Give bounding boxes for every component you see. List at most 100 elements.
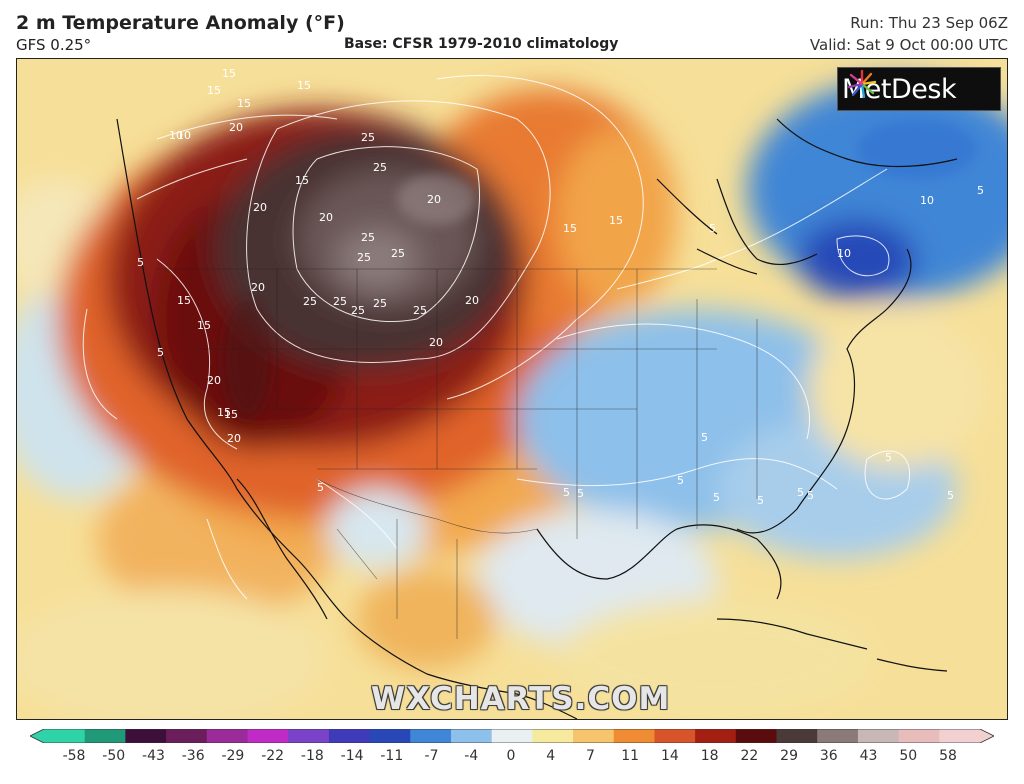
colorbar-segment <box>125 729 167 743</box>
contour-label: 25 <box>333 295 347 308</box>
colorbar-tick-label: -50 <box>102 748 126 764</box>
contour-label: 5 <box>317 481 324 494</box>
colorbar-tick-label: 22 <box>740 748 759 764</box>
contour-label: 15 <box>563 222 577 235</box>
contour-label: 25 <box>373 161 387 174</box>
contour-label: 25 <box>303 295 317 308</box>
colorbar-tick-label: 7 <box>585 748 595 764</box>
contour-label: 25 <box>357 251 371 264</box>
colorbar-segment <box>532 729 574 743</box>
colorbar-segment <box>166 729 208 743</box>
colorbar-tick-label: -29 <box>221 748 245 764</box>
colorbar-tick-label: -58 <box>62 748 86 764</box>
contour-label: 5 <box>563 486 570 499</box>
valid-time: Valid: Sat 9 Oct 00:00 UTC <box>809 36 1008 54</box>
colorbar-segment <box>613 729 655 743</box>
contour-label: 15 <box>207 84 221 97</box>
contour-label: 25 <box>361 131 375 144</box>
colorbar-tick-label: 18 <box>700 748 719 764</box>
colorbar-segment <box>573 729 615 743</box>
model-label: GFS 0.25° <box>16 36 92 54</box>
contour-label: 5 <box>157 346 164 359</box>
contour-label: 15 <box>237 97 251 110</box>
contour-label: 5 <box>713 491 720 504</box>
colorbar-segment <box>84 729 126 743</box>
contour-label: 20 <box>207 374 221 387</box>
contour-label: 20 <box>227 432 241 445</box>
contour-label: 10 <box>177 129 191 142</box>
colorbar-max-arrow <box>980 729 994 743</box>
contour-label: 15 <box>297 79 311 92</box>
contour-label: 25 <box>351 304 365 317</box>
colorbar <box>30 729 994 743</box>
colorbar-segment <box>206 729 248 743</box>
colorbar-tick-label: -18 <box>300 748 324 764</box>
colorbar-segment <box>247 729 289 743</box>
contour-label: 5 <box>797 486 804 499</box>
colorbar-segment <box>735 729 778 743</box>
contour-label: 5 <box>947 489 954 502</box>
contour-label: 5 <box>757 494 764 507</box>
contour-label: 5 <box>577 487 584 500</box>
contour-label: 15 <box>197 319 211 332</box>
contour-label: 5 <box>137 256 144 269</box>
contour-label: 10 <box>837 247 851 260</box>
contour-label: 15 <box>222 67 236 80</box>
colorbar-ticks: -58 -50 -43 -36 -29 -22 -18 -14 -11 -7 -4 0 4 7 11 14 18… <box>0 748 1024 772</box>
colorbar-min-arrow <box>30 729 44 743</box>
contour-label: 25 <box>413 304 427 317</box>
contour-label: 5 <box>977 184 984 197</box>
colorbar-segment <box>898 729 940 743</box>
colorbar-segment <box>491 729 533 743</box>
colorbar-tick-label: -22 <box>261 748 285 764</box>
wxcharts-watermark: WXCHARTS.COM <box>371 681 671 717</box>
contour-label: 20 <box>427 193 441 206</box>
colorbar-tick-label: 43 <box>859 748 878 764</box>
contour-label: 5 <box>677 474 684 487</box>
colorbar-tick-label: -43 <box>142 748 165 764</box>
colorbar-tick-label: 36 <box>819 748 838 764</box>
colorbar-tick-label: -11 <box>380 748 404 764</box>
colorbar-segment <box>450 729 493 743</box>
colorbar-tick-label: -14 <box>340 748 364 764</box>
contour-label: 5 <box>701 431 708 444</box>
contour-label: 10 <box>920 194 934 207</box>
colorbar-tick-label: 58 <box>939 748 957 764</box>
colorbar-tick-label: 11 <box>621 748 640 764</box>
colorbar-segment <box>328 729 371 743</box>
colorbar-segment <box>939 729 981 743</box>
colorbar-tick-label: -7 <box>424 748 439 764</box>
contour-label: 20 <box>251 281 265 294</box>
colorbar-segment <box>857 729 900 743</box>
colorbar-tick-label: 0 <box>506 748 516 764</box>
contour-label: 15 <box>609 214 623 227</box>
metdesk-starburst-icon <box>847 69 877 99</box>
contour-label: 25 <box>391 247 405 260</box>
colorbar-segment <box>695 729 737 743</box>
contour-label: 15 <box>295 174 309 187</box>
metdesk-logo: MetDesk <box>837 67 1001 111</box>
contour-label: 20 <box>253 201 267 214</box>
contour-label: 20 <box>429 336 443 349</box>
colorbar-tick-label: 14 <box>660 748 679 764</box>
contour-label: 10 <box>169 129 183 142</box>
colorbar-segment <box>44 729 86 743</box>
contour-label: 5 <box>807 489 814 502</box>
contour-label: 15 <box>177 294 191 307</box>
colorbar-segment <box>288 729 330 743</box>
contour-label: 20 <box>465 294 479 307</box>
contour-label: 5 <box>885 451 892 464</box>
contour-label: 5 <box>709 222 716 235</box>
contour-label: 25 <box>361 231 375 244</box>
colorbar-segment <box>410 729 452 743</box>
colorbar-segment <box>776 729 818 743</box>
chart-title: 2 m Temperature Anomaly (°F) <box>16 12 345 34</box>
colorbar-tick-label: 50 <box>899 748 918 764</box>
run-time: Run: Thu 23 Sep 06Z <box>850 14 1008 32</box>
contour-label: 25 <box>373 297 387 310</box>
colorbar-segment <box>654 729 696 743</box>
colorbar-tick-label: -4 <box>464 748 479 764</box>
colorbar-tick-label: 4 <box>546 748 556 764</box>
climatology-base-label: Base: CFSR 1979-2010 climatology <box>344 36 619 52</box>
anomaly-map: 15 15 15 15 10 20 25 25 15 20 20 25 25 25 20 20 25 25 25 25… <box>16 58 1008 720</box>
